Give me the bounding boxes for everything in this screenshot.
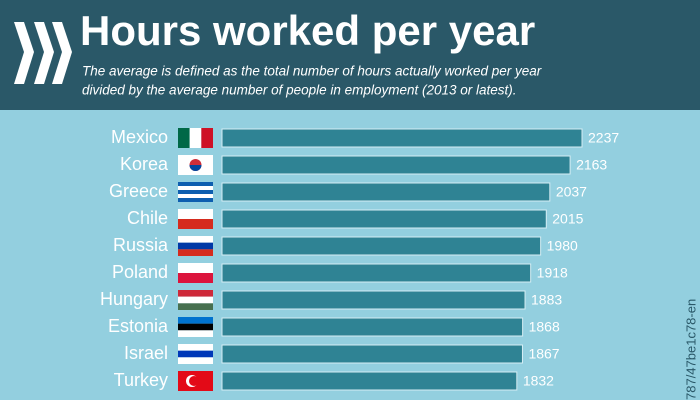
flag bbox=[178, 242, 213, 250]
value-label: 2015 bbox=[552, 211, 583, 227]
value-label: 2163 bbox=[576, 157, 607, 173]
flag bbox=[178, 350, 213, 358]
bar bbox=[221, 236, 542, 256]
value-label: 1868 bbox=[529, 319, 560, 335]
flag bbox=[178, 249, 213, 256]
flag bbox=[189, 376, 199, 386]
logo bbox=[14, 22, 72, 84]
flag bbox=[178, 273, 213, 283]
category-label: Greece bbox=[109, 181, 168, 201]
category-label: Israel bbox=[124, 343, 168, 363]
value-label: 2237 bbox=[588, 130, 619, 146]
flag bbox=[178, 263, 213, 273]
flag bbox=[178, 344, 213, 351]
category-label: Korea bbox=[120, 154, 169, 174]
value-label: 2037 bbox=[556, 184, 587, 200]
flag bbox=[178, 198, 213, 202]
flag bbox=[201, 128, 213, 148]
flag bbox=[178, 236, 213, 243]
chart-title: Hours worked per year bbox=[80, 7, 535, 54]
flag bbox=[178, 290, 213, 297]
flag bbox=[178, 330, 213, 337]
value-label: 1883 bbox=[531, 292, 562, 308]
value-label: 1980 bbox=[547, 238, 578, 254]
subtitle: The average is defined as the total numb… bbox=[82, 64, 542, 79]
flag bbox=[178, 357, 213, 364]
category-label: Turkey bbox=[114, 370, 168, 390]
side-note: 787/47be1c78-en bbox=[683, 299, 698, 400]
category-label: Chile bbox=[127, 208, 168, 228]
bar bbox=[221, 182, 551, 202]
value-label: 1918 bbox=[537, 265, 568, 281]
category-label: Poland bbox=[112, 262, 168, 282]
flag bbox=[178, 209, 213, 219]
flag bbox=[178, 303, 213, 310]
bar bbox=[221, 128, 583, 148]
value-label: 1867 bbox=[528, 346, 559, 362]
bar bbox=[221, 263, 532, 283]
subtitle: divided by the average number of people … bbox=[82, 83, 517, 98]
bar bbox=[221, 317, 524, 337]
flag bbox=[178, 317, 213, 324]
flag bbox=[178, 186, 213, 190]
flag bbox=[178, 323, 213, 331]
category-label: Estonia bbox=[108, 316, 169, 336]
value-label: 1832 bbox=[523, 373, 554, 389]
bar bbox=[221, 155, 571, 175]
bar bbox=[221, 290, 526, 310]
bar bbox=[221, 209, 547, 229]
flag bbox=[178, 182, 213, 186]
flag bbox=[178, 219, 213, 229]
bar bbox=[221, 344, 523, 364]
header bbox=[0, 0, 700, 110]
flag bbox=[178, 296, 213, 304]
flag bbox=[189, 128, 202, 148]
category-label: Russia bbox=[113, 235, 169, 255]
bar bbox=[221, 371, 518, 391]
category-label: Mexico bbox=[111, 127, 168, 147]
flag bbox=[178, 194, 213, 198]
category-label: Hungary bbox=[100, 289, 168, 309]
flag bbox=[178, 128, 190, 148]
flag bbox=[189, 165, 202, 171]
flag bbox=[178, 190, 213, 194]
